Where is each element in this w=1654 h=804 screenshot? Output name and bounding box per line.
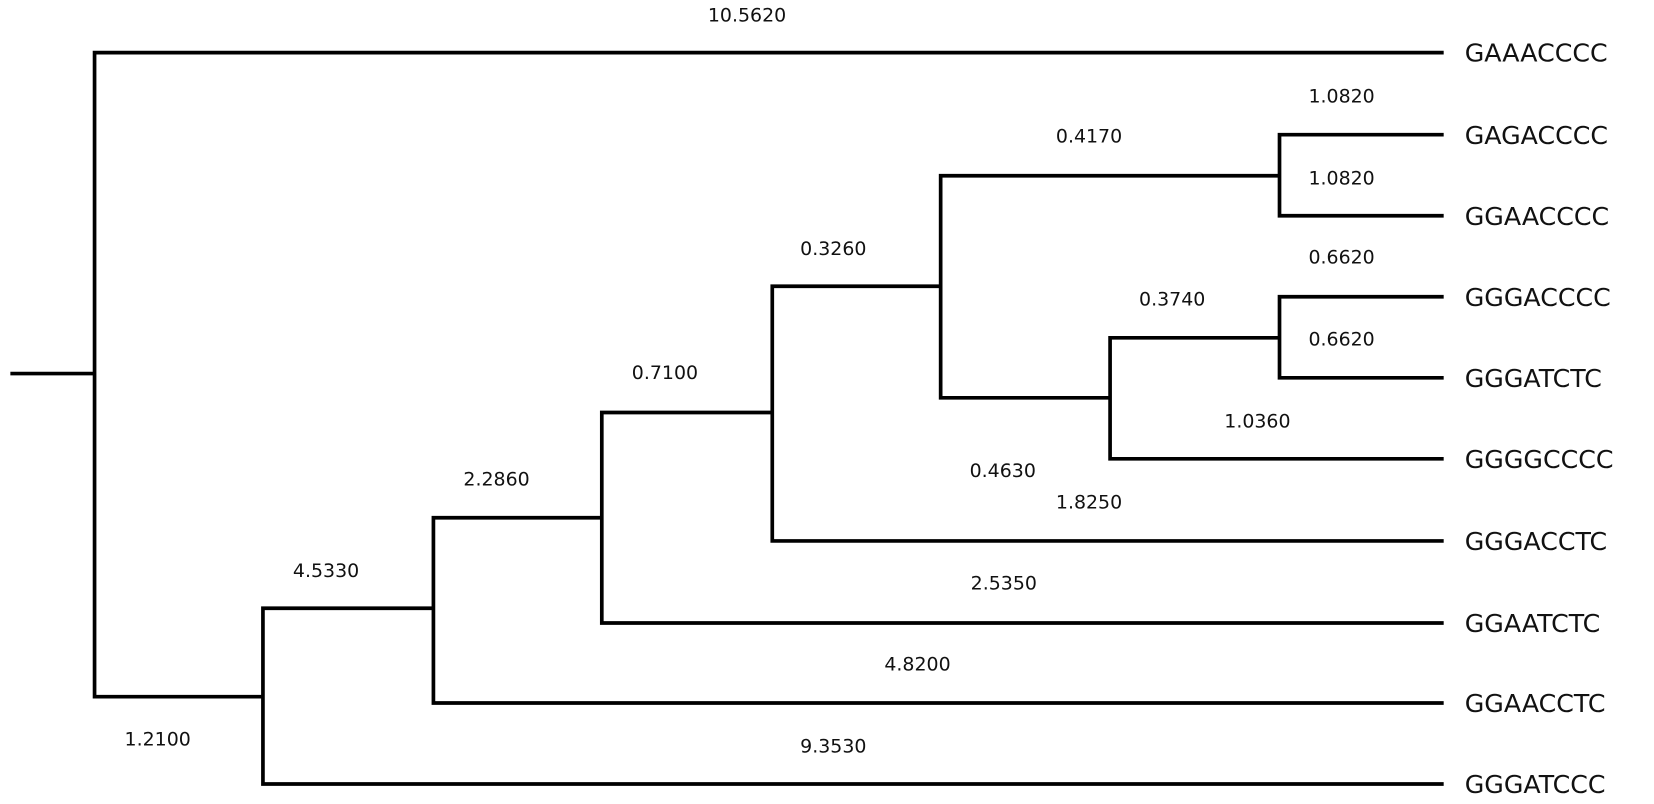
branch-label: 10.5620 [708, 4, 786, 26]
branch-label: 1.8250 [1056, 492, 1122, 514]
branch [770, 284, 1444, 543]
leaf-label: GGGATCCC [1465, 770, 1606, 799]
branch-labels: 10.5620 1.0820 1.0820 0.4170 0.3260 0.66… [125, 4, 1375, 757]
leaf-label: GAGACCCC [1465, 121, 1608, 150]
branch-label: 0.4170 [1056, 125, 1122, 147]
branch-label: 4.8200 [884, 654, 950, 676]
leaf-label: GGGACCTC [1465, 527, 1607, 556]
branch-label: 0.3260 [800, 238, 866, 260]
branch-label: 1.2100 [125, 728, 191, 750]
branch [1277, 294, 1444, 380]
branch [938, 173, 1280, 400]
branch [599, 410, 1444, 625]
branch-label: 9.3530 [800, 736, 866, 758]
leaf-label: GGGATCTC [1465, 364, 1602, 393]
branch-label: 2.2860 [463, 468, 529, 490]
leaf-label: GGGACCCC [1465, 283, 1611, 312]
branch [1277, 132, 1444, 218]
branch-label: 0.6620 [1308, 246, 1374, 268]
leaf-label: GGAACCTC [1465, 689, 1606, 718]
branch [92, 50, 1444, 699]
branch [261, 606, 1444, 786]
branch-label: 0.7100 [632, 362, 698, 384]
branch [431, 515, 1444, 705]
branch-label: 2.5350 [971, 573, 1037, 595]
branch-label: 0.6620 [1308, 328, 1374, 350]
leaf-label: GGGGCCCC [1465, 445, 1614, 474]
branch-label: 1.0360 [1224, 410, 1290, 432]
leaf-label: GGAACCCC [1465, 202, 1609, 231]
leaf-label: GAAACCCC [1465, 39, 1608, 68]
branch-label: 0.3740 [1139, 288, 1205, 310]
branches [10, 50, 1444, 786]
branch [1108, 335, 1444, 461]
leaf-label: GGAATCTC [1465, 609, 1601, 638]
branch-label: 1.0820 [1308, 85, 1374, 107]
branch-label: 1.0820 [1308, 167, 1374, 189]
branch-label: 4.5330 [293, 560, 359, 582]
branch-label: 0.4630 [970, 460, 1036, 482]
leaf-labels: GAAACCCC GAGACCCC GGAACCCC GGGACCCC GGGA… [1465, 39, 1614, 799]
